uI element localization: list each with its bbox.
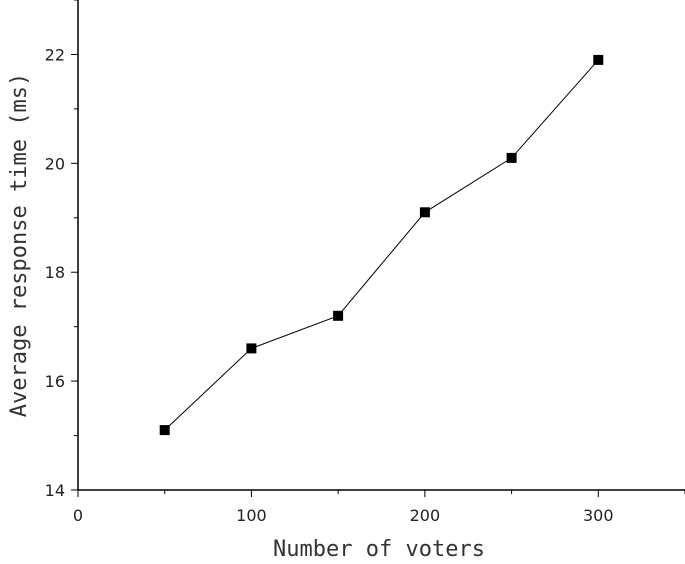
x-tick-label: 200 — [410, 506, 441, 525]
y-tick-label: 22 — [45, 45, 65, 64]
data-point-marker — [246, 343, 257, 354]
y-tick-label: 20 — [45, 154, 65, 173]
data-point-marker — [333, 310, 344, 321]
data-point-marker — [593, 54, 604, 65]
data-point-marker — [419, 207, 430, 218]
ticks: 0 100 200 300 14 16 18 20 22 — [45, 0, 685, 525]
axes — [77, 0, 685, 491]
x-tick-label: 0 — [73, 506, 83, 525]
x-tick-label: 300 — [583, 506, 614, 525]
x-axis-title: Number of voters — [273, 537, 485, 560]
x-tick-label: 100 — [236, 506, 267, 525]
y-tick-label: 16 — [45, 372, 65, 391]
y-tick-label: 14 — [45, 481, 65, 500]
data-point-marker — [159, 425, 170, 436]
data-point-marker — [506, 152, 517, 163]
series — [159, 54, 604, 436]
series-line — [164, 59, 599, 431]
y-axis-title: Average response time (ms) — [7, 73, 32, 417]
y-tick-label: 18 — [45, 263, 65, 282]
